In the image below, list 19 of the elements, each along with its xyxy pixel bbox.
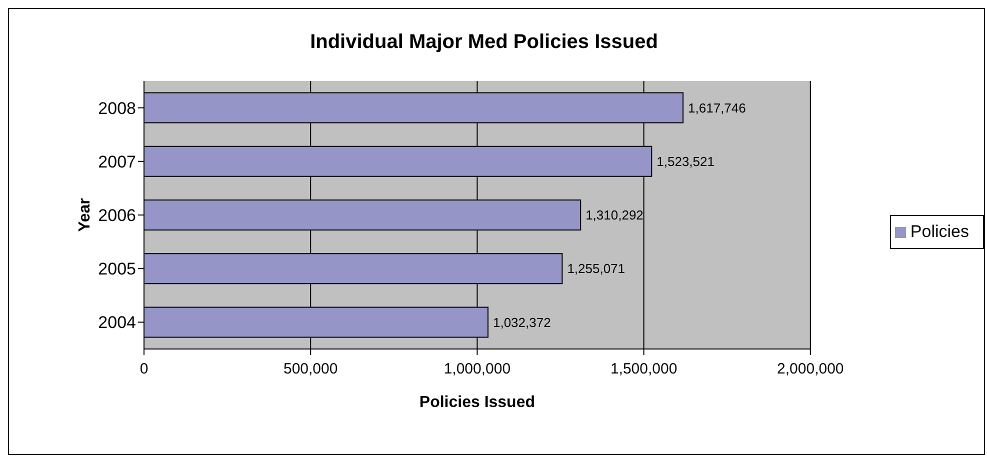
- x-tick-label: 2,000,000: [777, 360, 844, 378]
- y-tick-label: 2007: [98, 152, 136, 172]
- y-tick-label: 2004: [98, 313, 136, 332]
- x-tick-label: 500,000: [283, 360, 338, 378]
- y-tick-label: 2008: [98, 98, 136, 118]
- legend-label: Policies: [910, 222, 969, 240]
- y-tick-label: 2006: [98, 206, 136, 226]
- x-tick-label: 1,500,000: [610, 360, 678, 378]
- data-label: 1,032,372: [492, 314, 551, 330]
- data-label: 1,255,071: [567, 261, 626, 276]
- data-label: 1,617,746: [688, 100, 746, 116]
- data-label: 1,310,292: [586, 208, 644, 223]
- x-tick-label: 1,000,000: [444, 360, 511, 378]
- x-tick-label: 0: [140, 360, 148, 378]
- chart-title: Individual Major Med Policies Issued: [309, 31, 659, 54]
- data-label: 1,523,521: [656, 154, 714, 170]
- x-axis-title: Policies Issued: [419, 394, 536, 411]
- y-axis-title: Year: [76, 198, 94, 232]
- y-tick-label: 2005: [98, 260, 136, 279]
